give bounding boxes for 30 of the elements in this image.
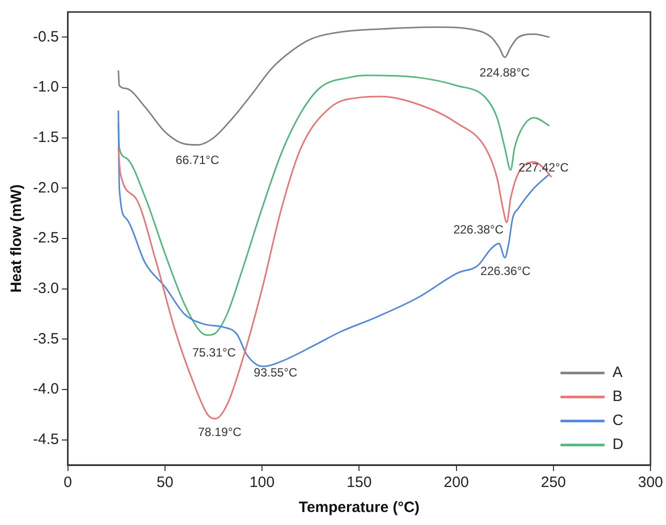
y-axis-title: Heat flow (mW) <box>8 184 26 293</box>
legend-label: B <box>612 388 622 406</box>
annotation: 78.19°C <box>198 425 242 440</box>
y-tick-label: -1.0 <box>32 78 59 96</box>
y-tick-label: -3.5 <box>32 330 59 348</box>
annotation: 226.38°C <box>453 222 504 237</box>
y-tick-label: -2.0 <box>32 179 59 196</box>
legend-label: D <box>612 436 624 454</box>
x-tick-label: 300 <box>638 474 663 492</box>
annotation: 224.88°C <box>480 66 530 80</box>
annotation: 75.31°C <box>192 345 236 360</box>
x-tick-label: 250 <box>540 474 566 492</box>
x-tick-label: 0 <box>64 474 72 492</box>
annotation: 93.55°C <box>254 366 298 380</box>
legend-label: C <box>612 412 624 430</box>
annotation: 226.36°C <box>480 264 531 278</box>
legend-label: A <box>612 364 622 382</box>
line-series <box>118 26 550 146</box>
y-tick-label: -1.5 <box>32 128 59 146</box>
x-tick-label: 150 <box>346 474 372 492</box>
y-tick-label: -0.5 <box>32 28 59 46</box>
y-tick-label: -4.0 <box>32 380 59 398</box>
annotation: 66.71°C <box>176 153 220 168</box>
x-tick-label: 200 <box>444 474 469 492</box>
x-axis-title: Temperature (°C) <box>298 499 420 516</box>
x-tick-label: 100 <box>250 474 275 492</box>
x-tick-label: 50 <box>156 474 174 492</box>
y-tick-label: -2.5 <box>32 230 59 247</box>
y-tick-label: -3.0 <box>32 280 59 297</box>
y-tick-label: -4.5 <box>32 430 59 448</box>
